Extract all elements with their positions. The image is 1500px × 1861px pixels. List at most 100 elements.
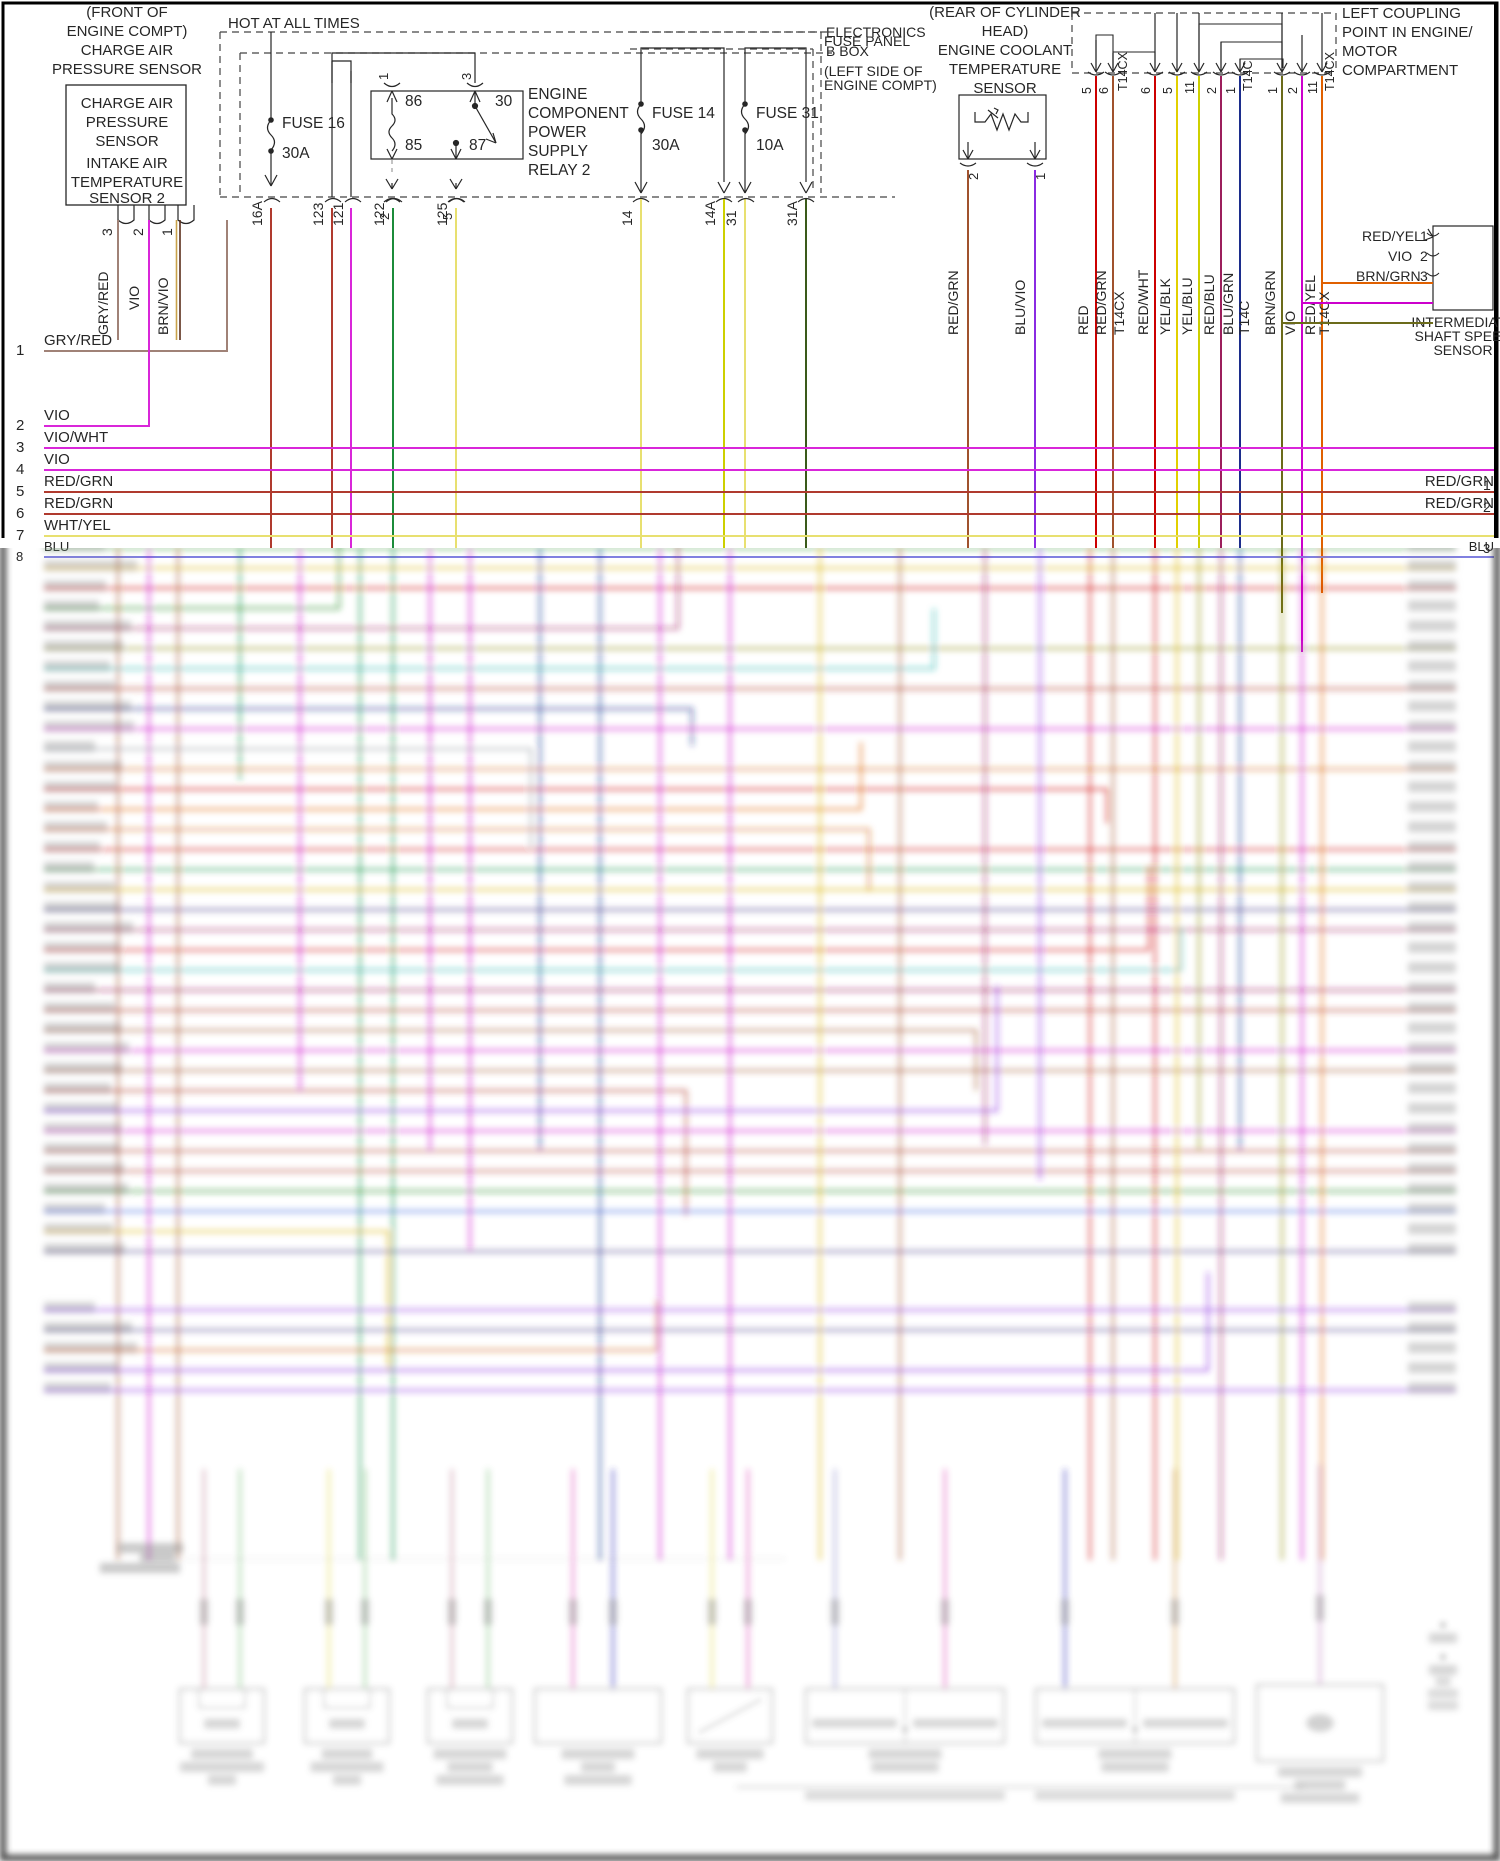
svg-text:T14CX: T14CX [1316,291,1332,335]
svg-text:HEAD): HEAD) [982,23,1029,40]
svg-text:RED/GRN: RED/GRN [44,495,113,512]
svg-text:123: 123 [310,202,326,226]
svg-text:CHARGE AIR: CHARGE AIR [81,42,174,59]
svg-text:1: 1 [376,73,391,80]
svg-text:85: 85 [405,137,422,154]
svg-text:BLU/VIO: BLU/VIO [1012,280,1028,335]
svg-text:GRY/RED: GRY/RED [95,271,111,335]
svg-text:MOTOR: MOTOR [1342,43,1398,60]
svg-text:PRESSURE SENSOR: PRESSURE SENSOR [52,61,202,78]
svg-text:T14CX: T14CX [1111,291,1127,335]
svg-text:3: 3 [1420,268,1428,284]
svg-text:2: 2 [1483,499,1491,515]
svg-text:VIO: VIO [44,407,70,424]
svg-text:6: 6 [16,505,24,522]
svg-text:T14C: T14C [1241,60,1255,91]
svg-text:RED/GRN: RED/GRN [945,270,961,335]
svg-text:HOT AT ALL TIMES: HOT AT ALL TIMES [228,15,360,32]
svg-text:122: 122 [371,202,387,226]
svg-text:11: 11 [1183,81,1197,94]
svg-text:6: 6 [1097,87,1111,94]
svg-text:11: 11 [1306,81,1320,94]
svg-text:BRN/GRN: BRN/GRN [1356,268,1421,284]
svg-text:1: 1 [1483,477,1491,493]
svg-text:2: 2 [1286,87,1300,94]
svg-text:5: 5 [1161,87,1175,94]
svg-text:1: 1 [159,228,175,236]
svg-text:2: 2 [1205,87,1219,94]
svg-text:VIO: VIO [126,286,142,310]
svg-text:YEL/BLU: YEL/BLU [1179,277,1195,335]
svg-text:8: 8 [16,549,23,564]
svg-text:TEMPERATURE: TEMPERATURE [71,174,183,191]
svg-text:FUSE 16: FUSE 16 [282,115,345,132]
svg-text:5: 5 [1080,87,1094,94]
svg-text:COMPARTMENT: COMPARTMENT [1342,62,1458,79]
svg-text:POWER: POWER [528,124,587,141]
svg-text:FUSE 14: FUSE 14 [652,105,715,122]
svg-text:3: 3 [459,73,474,80]
svg-text:3: 3 [16,439,24,456]
svg-text:1: 1 [1266,87,1280,94]
svg-text:INTAKE AIR: INTAKE AIR [86,155,168,172]
svg-text:CHARGE AIR: CHARGE AIR [81,95,174,112]
svg-text:ENGINE COMPT): ENGINE COMPT) [824,77,937,93]
svg-text:(REAR OF CYLINDER: (REAR OF CYLINDER [929,4,1081,21]
svg-text:GRY/RED: GRY/RED [44,332,112,349]
svg-text:30A: 30A [652,137,680,154]
svg-text:1: 1 [1224,87,1238,94]
svg-text:16A: 16A [249,200,265,226]
svg-text:4: 4 [16,461,24,478]
svg-text:1: 1 [1420,228,1428,244]
svg-text:SENSOR: SENSOR [95,133,159,150]
svg-text:WHT/YEL: WHT/YEL [44,517,111,534]
svg-text:31: 31 [723,210,739,226]
svg-text:POINT IN ENGINE/: POINT IN ENGINE/ [1342,24,1473,41]
svg-text:ENGINE COMPT): ENGINE COMPT) [67,23,188,40]
svg-text:LEFT COUPLING: LEFT COUPLING [1342,5,1461,22]
svg-text:FUSE 31: FUSE 31 [756,105,819,122]
svg-text:T14C: T14C [1236,301,1252,335]
svg-text:3: 3 [99,228,115,236]
svg-text:14: 14 [619,210,635,226]
svg-text:BLU: BLU [44,539,69,554]
svg-text:TEMPERATURE: TEMPERATURE [949,61,1061,78]
svg-text:SENSOR 2: SENSOR 2 [89,190,165,207]
svg-text:T14CX: T14CX [1116,51,1130,91]
svg-text:14A: 14A [702,200,718,226]
svg-text:T14CX: T14CX [1323,51,1337,91]
svg-text:BRN/GRN: BRN/GRN [1262,270,1278,335]
svg-text:2: 2 [130,228,146,236]
svg-text:RED/GRN: RED/GRN [1093,270,1109,335]
svg-text:30A: 30A [282,145,310,162]
svg-text:RED: RED [1075,305,1091,335]
svg-text:6: 6 [1139,87,1153,94]
svg-text:ENGINE COOLANT: ENGINE COOLANT [938,42,1072,59]
svg-text:31A: 31A [784,200,800,226]
svg-text:7: 7 [16,527,24,544]
svg-text:30: 30 [495,93,513,110]
svg-text:RED/BLU: RED/BLU [1201,274,1217,335]
svg-text:VIO: VIO [1388,248,1412,264]
svg-text:VIO: VIO [44,451,70,468]
svg-text:RED/WHT: RED/WHT [1135,269,1151,335]
svg-text:(FRONT OF: (FRONT OF [86,4,167,21]
svg-text:RED/GRN: RED/GRN [44,473,113,490]
svg-text:3: 3 [1483,541,1490,556]
svg-text:10A: 10A [756,137,784,154]
svg-text:COMPONENT: COMPONENT [528,105,629,122]
svg-text:SUPPLY: SUPPLY [528,143,588,160]
svg-text:YEL/BLK: YEL/BLK [1157,278,1173,335]
svg-text:ENGINE: ENGINE [528,86,587,103]
svg-text:125: 125 [434,202,450,226]
svg-text:RELAY 2: RELAY 2 [528,162,590,179]
svg-text:BLU/GRN: BLU/GRN [1220,273,1236,335]
svg-text:5: 5 [16,483,24,500]
svg-text:86: 86 [405,93,422,110]
svg-text:2: 2 [16,417,24,434]
svg-text:PRESSURE: PRESSURE [86,114,169,131]
svg-text:VIO/WHT: VIO/WHT [44,429,108,446]
svg-text:FUSE PANEL: FUSE PANEL [824,33,910,49]
svg-text:87: 87 [469,137,486,154]
svg-text:RED/YEL: RED/YEL [1362,228,1422,244]
